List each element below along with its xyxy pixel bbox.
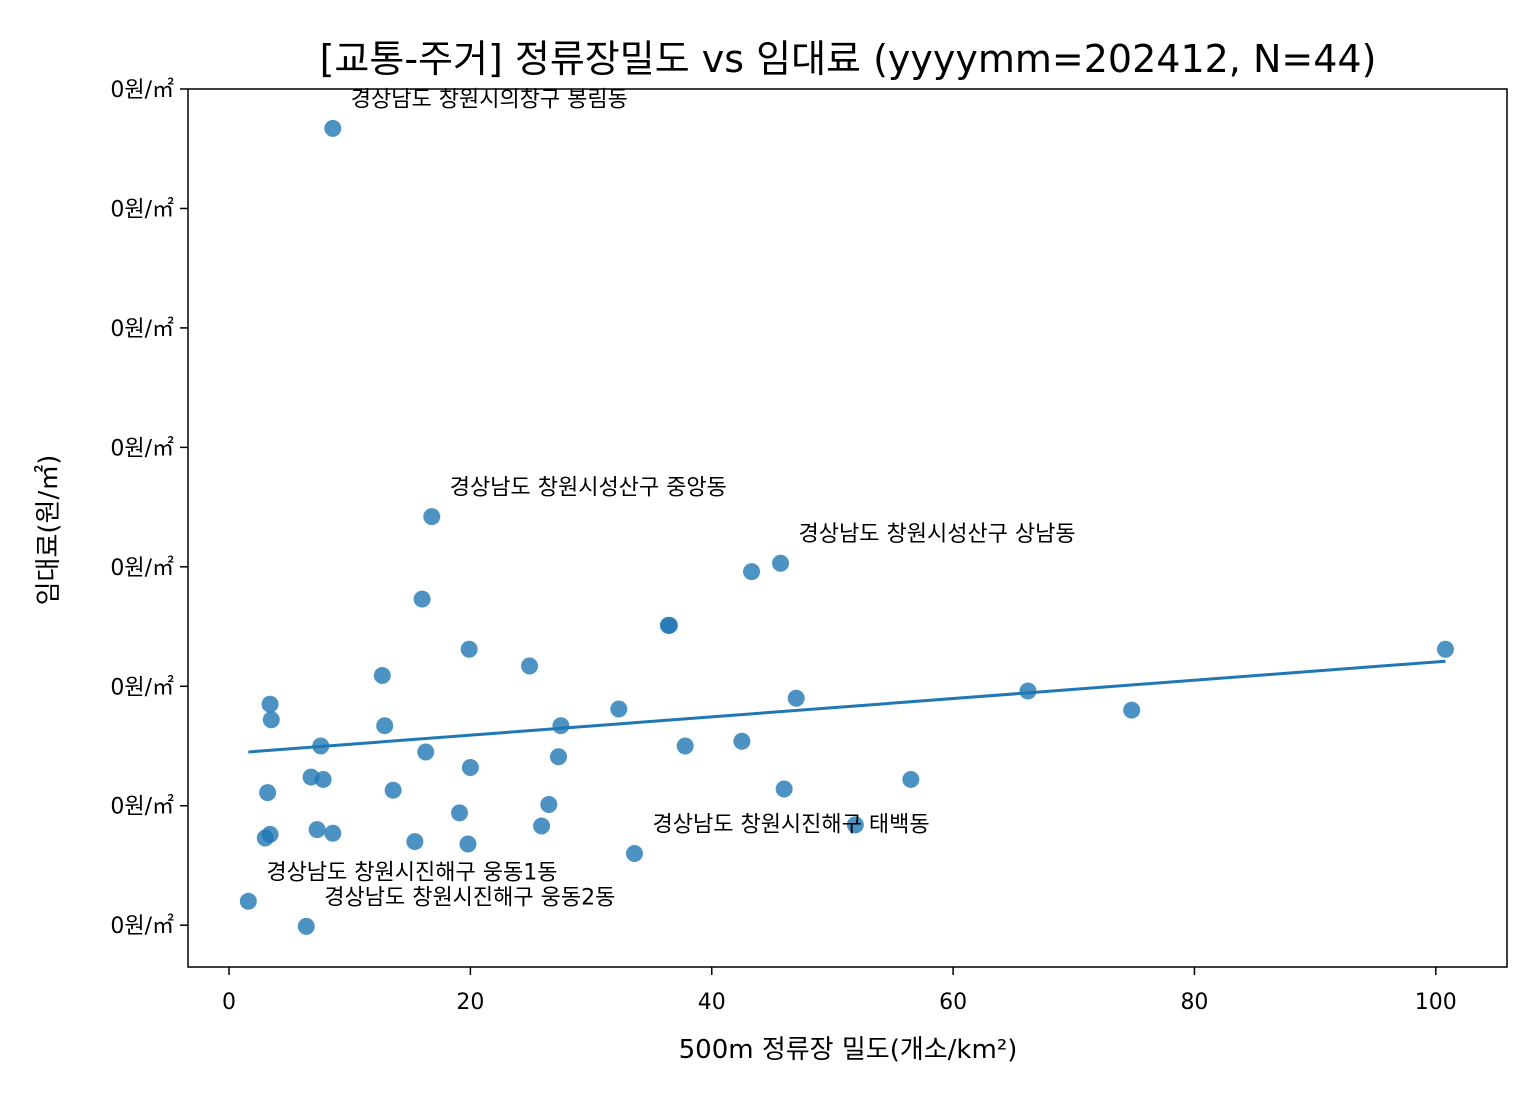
- scatter-point: [846, 816, 864, 834]
- scatter-point: [1123, 701, 1141, 719]
- scatter-point: [256, 829, 274, 847]
- scatter-point: [533, 817, 551, 835]
- scatter-point: [308, 821, 326, 839]
- scatter-point: [460, 640, 478, 658]
- scatter-point: [297, 917, 315, 935]
- scatter-point: [521, 657, 539, 675]
- scatter-point: [423, 508, 441, 526]
- x-tick-label: 100: [1415, 990, 1457, 1015]
- scatter-point: [743, 563, 761, 581]
- scatter-point: [324, 119, 342, 137]
- scatter-point: [775, 780, 793, 798]
- scatter-point: [417, 743, 435, 761]
- point-annotation: 경상남도 창원시성산구 중앙동: [450, 476, 727, 501]
- scatter-point: [626, 845, 644, 863]
- point-annotation: 경상남도 창원시의창구 봉림동: [351, 87, 628, 112]
- point-annotation: 경상남도 창원시성산구 상남동: [799, 522, 1076, 547]
- scatter-point: [461, 759, 479, 777]
- y-tick-label: 0원/㎡: [110, 913, 174, 939]
- scatter-point: [661, 616, 679, 634]
- scatter-point: [902, 770, 920, 788]
- point-annotation: 경상남도 창원시진해구 웅동1동: [266, 860, 557, 885]
- y-tick-label: 0원/㎡: [110, 196, 174, 222]
- scatter-point: [413, 590, 431, 608]
- y-tick-label: 0원/㎡: [110, 555, 174, 581]
- y-tick-label: 0원/㎡: [110, 316, 174, 342]
- scatter-points: [239, 119, 1454, 935]
- scatter-point: [376, 717, 394, 735]
- scatter-point: [262, 711, 280, 729]
- scatter-point: [1019, 682, 1037, 700]
- scatter-point: [261, 695, 279, 713]
- y-tick-label: 0원/㎡: [110, 794, 174, 820]
- scatter-point: [373, 667, 391, 685]
- plot-frame: [187, 88, 1508, 968]
- x-tick-label: 60: [939, 990, 967, 1015]
- scatter-point: [314, 770, 332, 788]
- x-tick-label: 40: [698, 990, 726, 1015]
- scatter-point: [324, 824, 342, 842]
- scatter-point: [459, 835, 477, 853]
- point-annotation: 경상남도 창원시진해구 웅동2동: [324, 885, 615, 910]
- scatter-point: [239, 892, 257, 910]
- x-axis-ticks: 0 20 40 60 80 100: [222, 967, 1457, 1015]
- scatter-point: [549, 748, 567, 766]
- x-axis-label: 500m 정류장 밀도(개소/km²): [679, 1035, 1018, 1065]
- scatter-point: [1436, 640, 1454, 658]
- scatter-point: [787, 689, 805, 707]
- trend-line: [248, 659, 1446, 754]
- scatter-point: [384, 781, 402, 799]
- x-tick-label: 20: [456, 990, 484, 1015]
- scatter-point: [610, 700, 628, 718]
- scatter-point: [259, 784, 277, 802]
- y-tick-label: 0원/㎡: [110, 435, 174, 461]
- scatter-point: [540, 796, 558, 814]
- x-tick-label: 0: [222, 990, 236, 1015]
- x-tick-label: 80: [1180, 990, 1208, 1015]
- chart-title: [교통-주거] 정류장밀도 vs 임대료 (yyyymm=202412, N=4…: [320, 37, 1377, 81]
- scatter-point: [676, 737, 694, 755]
- point-annotation: 경상남도 창원시진해구 태백동: [653, 813, 930, 838]
- scatter-point: [552, 717, 570, 735]
- y-tick-label: 0원/㎡: [110, 77, 174, 103]
- scatter-point: [312, 737, 330, 755]
- scatter-point: [772, 554, 790, 572]
- scatter-point: [733, 732, 751, 750]
- scatter-point: [406, 833, 424, 851]
- y-axis-ticks: 0원/㎡ 0원/㎡ 0원/㎡ 0원/㎡ 0원/㎡ 0원/㎡ 0원/㎡ 0원/㎡: [110, 77, 188, 939]
- scatter-point: [451, 804, 469, 822]
- y-axis-label: 임대료(원/㎡): [34, 455, 64, 606]
- y-tick-label: 0원/㎡: [110, 674, 174, 700]
